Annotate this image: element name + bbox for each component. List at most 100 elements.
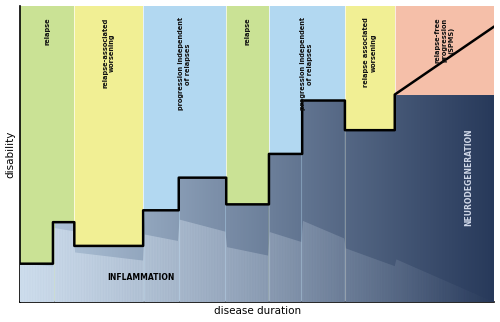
Polygon shape [211,228,213,302]
Polygon shape [258,254,260,302]
Polygon shape [440,279,442,302]
Polygon shape [428,95,430,302]
Polygon shape [173,210,175,302]
Polygon shape [426,272,428,302]
Polygon shape [466,95,468,302]
Polygon shape [69,231,70,302]
Polygon shape [162,238,164,302]
Polygon shape [58,222,59,302]
Polygon shape [346,130,348,302]
Polygon shape [186,178,188,302]
Polygon shape [386,130,387,302]
Polygon shape [363,130,364,302]
Polygon shape [387,130,388,302]
Polygon shape [175,240,176,302]
Polygon shape [110,257,112,302]
Polygon shape [44,264,45,302]
Polygon shape [226,178,227,302]
Polygon shape [371,130,372,302]
Polygon shape [273,233,274,302]
Polygon shape [272,232,273,302]
Polygon shape [246,251,248,302]
Polygon shape [70,222,72,302]
Polygon shape [288,154,290,302]
Polygon shape [273,154,274,302]
Polygon shape [268,154,270,302]
Polygon shape [121,258,122,302]
Polygon shape [61,222,62,302]
Polygon shape [176,241,178,302]
Polygon shape [216,178,218,302]
Polygon shape [238,250,240,302]
Polygon shape [66,230,67,302]
Polygon shape [105,246,107,302]
Polygon shape [358,253,360,302]
Polygon shape [370,130,371,302]
Polygon shape [66,222,67,302]
Polygon shape [138,246,140,302]
Polygon shape [350,130,352,302]
Polygon shape [476,95,477,302]
Polygon shape [279,235,281,302]
Polygon shape [156,210,158,302]
Polygon shape [400,95,401,302]
Polygon shape [31,264,32,302]
Polygon shape [222,178,224,302]
Polygon shape [80,253,82,302]
Polygon shape [426,95,428,302]
Polygon shape [60,222,61,302]
Polygon shape [34,264,35,302]
Polygon shape [264,255,265,302]
Polygon shape [332,233,333,302]
Polygon shape [333,100,334,302]
Polygon shape [303,100,304,302]
Polygon shape [83,253,84,302]
Polygon shape [86,254,88,302]
Polygon shape [146,210,148,302]
Polygon shape [211,178,213,302]
Polygon shape [92,255,94,302]
Polygon shape [294,240,295,302]
Polygon shape [156,237,158,302]
Polygon shape [197,224,198,302]
Polygon shape [338,236,340,302]
Polygon shape [214,229,216,302]
Polygon shape [304,100,306,302]
Polygon shape [425,272,426,302]
Polygon shape [338,100,340,302]
Polygon shape [456,95,458,302]
Polygon shape [450,95,452,302]
Polygon shape [72,231,74,302]
Polygon shape [196,224,197,302]
Polygon shape [314,226,316,302]
Polygon shape [346,248,348,302]
Bar [345,5,395,302]
Polygon shape [320,100,322,302]
Polygon shape [120,246,121,302]
Polygon shape [244,204,246,302]
Polygon shape [366,130,368,302]
Polygon shape [409,265,410,302]
Polygon shape [190,178,192,302]
Polygon shape [142,260,143,302]
Polygon shape [282,154,284,302]
Polygon shape [74,222,75,302]
Polygon shape [279,154,281,302]
Polygon shape [213,178,214,302]
Polygon shape [249,252,251,302]
Polygon shape [143,210,144,302]
Polygon shape [281,154,282,302]
Polygon shape [296,154,298,302]
Polygon shape [312,100,314,302]
Polygon shape [198,178,200,302]
Polygon shape [166,239,167,302]
Polygon shape [408,264,409,302]
Polygon shape [290,154,292,302]
Polygon shape [302,100,303,302]
Polygon shape [436,95,438,302]
Polygon shape [460,95,461,302]
Polygon shape [486,95,488,302]
Polygon shape [82,253,83,302]
Polygon shape [406,263,407,302]
Polygon shape [317,100,319,302]
